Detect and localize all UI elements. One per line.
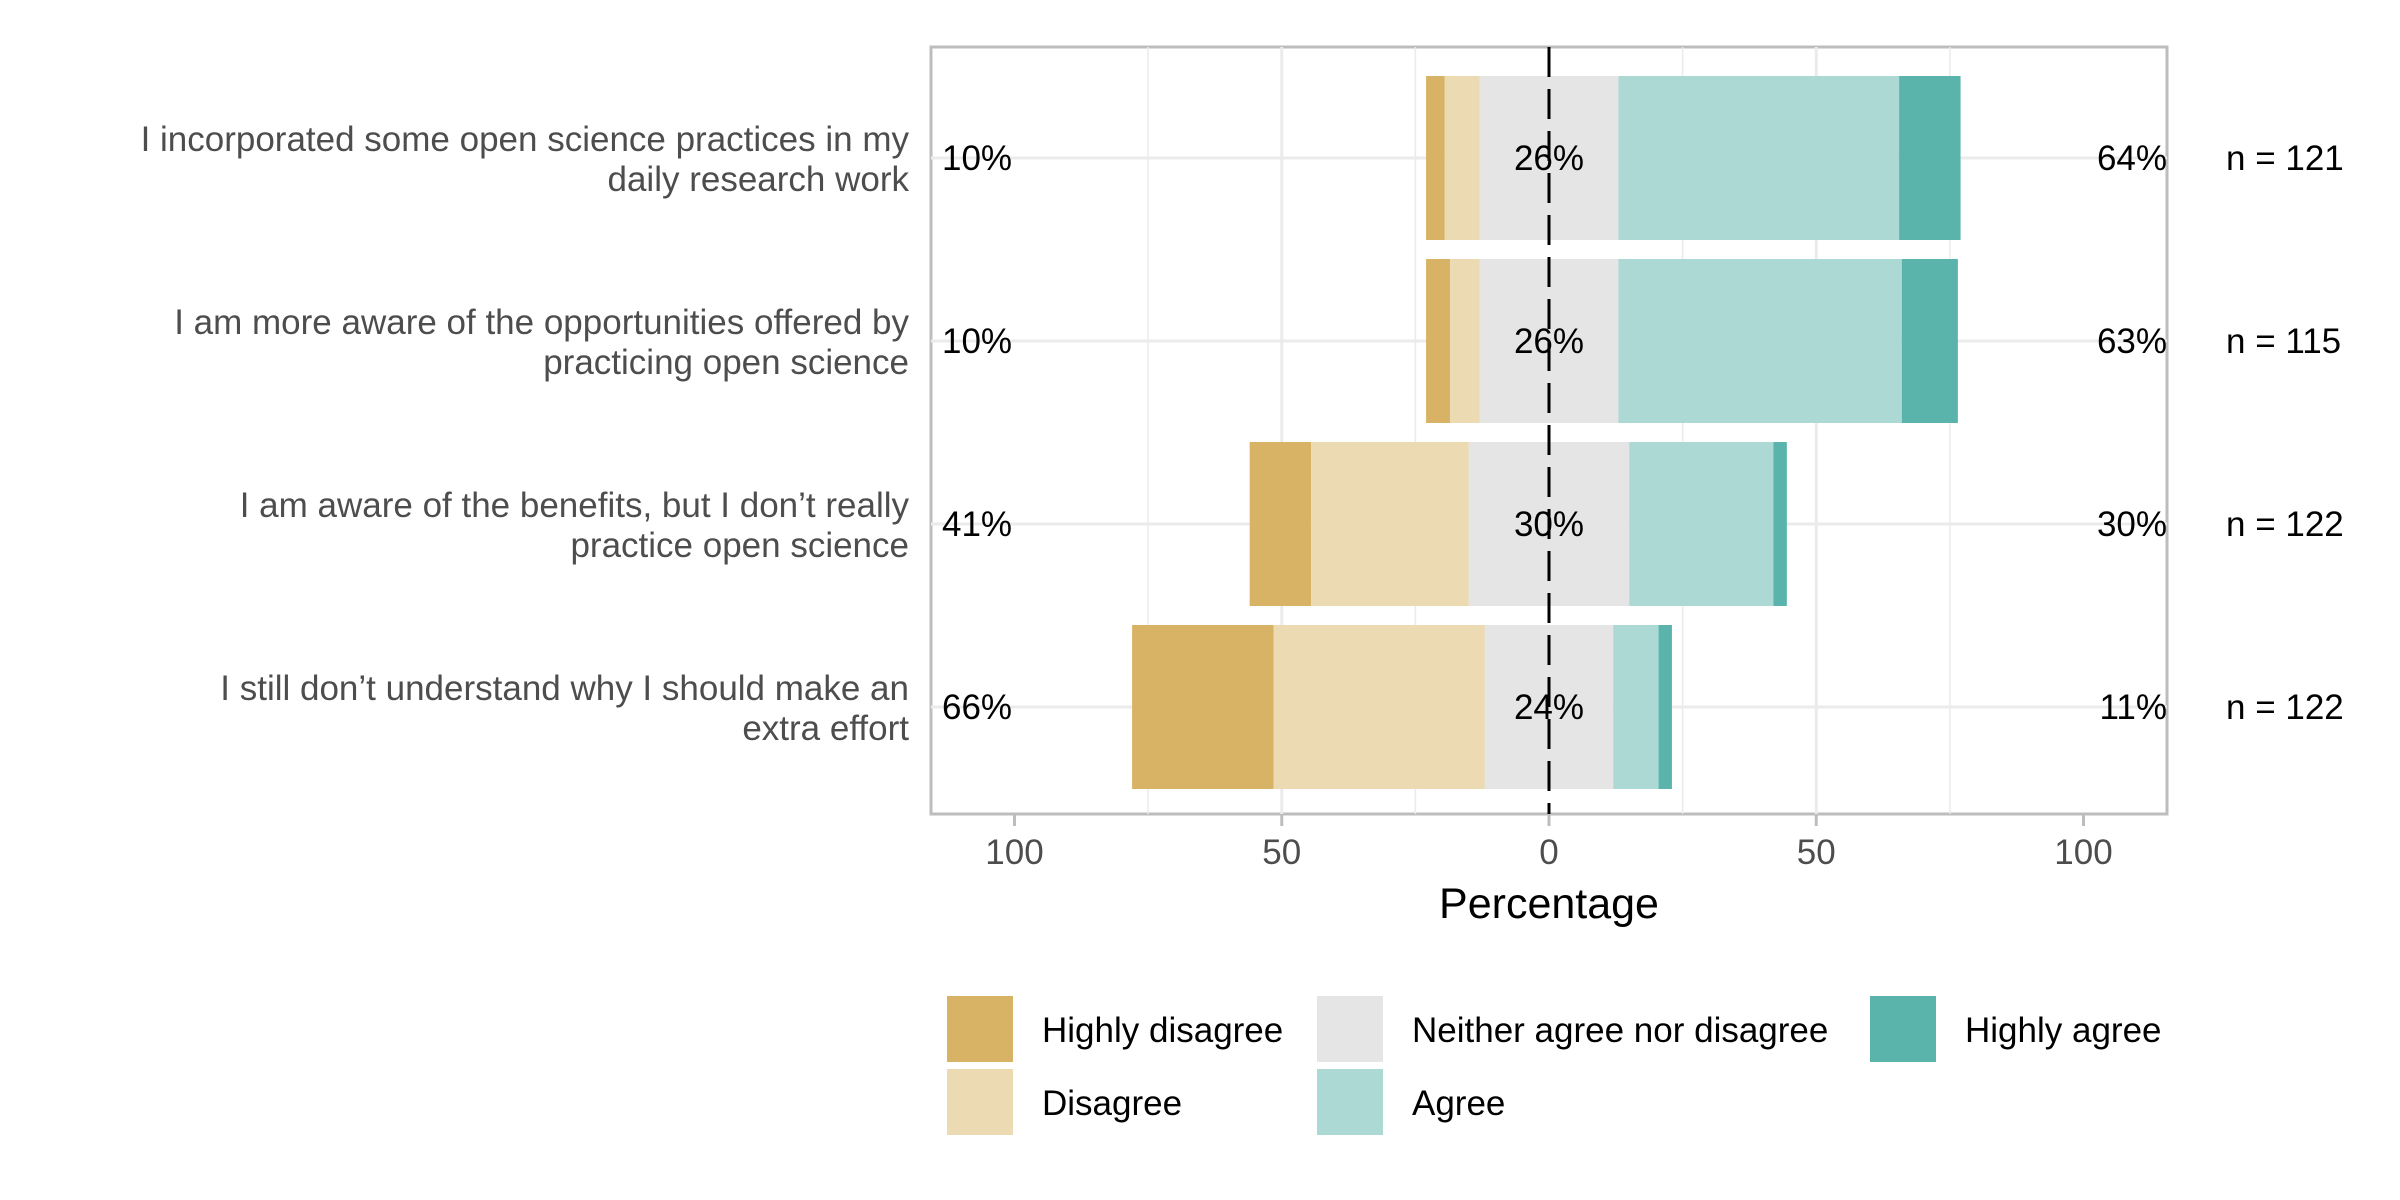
bar-segment <box>1444 76 1480 240</box>
bar-segment <box>1249 442 1312 606</box>
legend-swatch <box>1315 994 1385 1064</box>
bar-segment <box>1426 76 1445 240</box>
neutral-percent-label: 24% <box>1514 688 1584 727</box>
bar-segment <box>1899 76 1961 240</box>
legend-label: Highly agree <box>1965 1011 2162 1050</box>
x-tick-label: 100 <box>985 833 1043 872</box>
left-percent-label: 66% <box>942 688 1012 727</box>
neutral-percent-label: 30% <box>1514 505 1584 544</box>
legend-label: Neither agree nor disagree <box>1412 1011 1828 1050</box>
bar-segment <box>1618 76 1900 240</box>
x-axis-title: Percentage <box>1439 880 1659 928</box>
x-tick-label: 50 <box>1797 833 1836 872</box>
left-percent-label: 10% <box>942 322 1012 361</box>
bar-segment <box>1658 625 1672 789</box>
x-axis-ticks: 100 50 0 50 100 <box>985 814 2113 872</box>
n-label: n = 121 <box>2226 139 2344 178</box>
left-percent-label: 41% <box>942 505 1012 544</box>
y-axis-label: I am more aware of the opportunities off… <box>174 303 909 382</box>
legend-label: Agree <box>1412 1084 1505 1123</box>
n-label: n = 115 <box>2226 322 2341 361</box>
x-tick-label: 100 <box>2054 833 2112 872</box>
legend-swatch <box>945 994 1015 1064</box>
n-label: n = 122 <box>2226 688 2344 727</box>
y-axis-labels: I incorporated some open science practic… <box>141 120 910 748</box>
bar-segment <box>1901 259 1958 423</box>
right-percent-label: 30% <box>2097 505 2167 544</box>
left-percent-label: 10% <box>942 139 1012 178</box>
bar-segment <box>1426 259 1451 423</box>
bar-segment <box>1132 625 1274 789</box>
neutral-percent-label: 26% <box>1514 139 1584 178</box>
legend: Highly disagree Disagree Neither agree nor… <box>945 994 2162 1137</box>
legend-swatch <box>1315 1067 1385 1137</box>
legend-label: Disagree <box>1042 1084 1182 1123</box>
right-percent-label: 11% <box>2100 688 2167 727</box>
legend-label: Highly disagree <box>1042 1011 1283 1050</box>
legend-swatch <box>945 1067 1015 1137</box>
bar-segment <box>1450 259 1480 423</box>
legend-swatch <box>1868 994 1938 1064</box>
n-label: n = 122 <box>2226 505 2344 544</box>
percent-labels: 10% 26% 64% n = 121 10% 26% 63% n = 115 41% 30% 30… <box>942 139 2344 727</box>
neutral-percent-label: 26% <box>1514 322 1584 361</box>
x-tick-label: 0 <box>1539 833 1558 872</box>
bar-segment <box>1613 625 1659 789</box>
bar-segment <box>1311 442 1469 606</box>
right-percent-label: 64% <box>2097 139 2167 178</box>
right-percent-label: 63% <box>2097 322 2167 361</box>
bar-segment <box>1773 442 1787 606</box>
bar-segment <box>1273 625 1485 789</box>
x-tick-label: 50 <box>1262 833 1301 872</box>
bar-segment <box>1629 442 1774 606</box>
bar-segment <box>1618 259 1902 423</box>
y-axis-label: I incorporated some open science practic… <box>141 120 910 199</box>
y-axis-label: I am aware of the benefits, but I don’t … <box>240 486 910 565</box>
y-axis-label: I still don’t understand why I should ma… <box>220 669 909 748</box>
